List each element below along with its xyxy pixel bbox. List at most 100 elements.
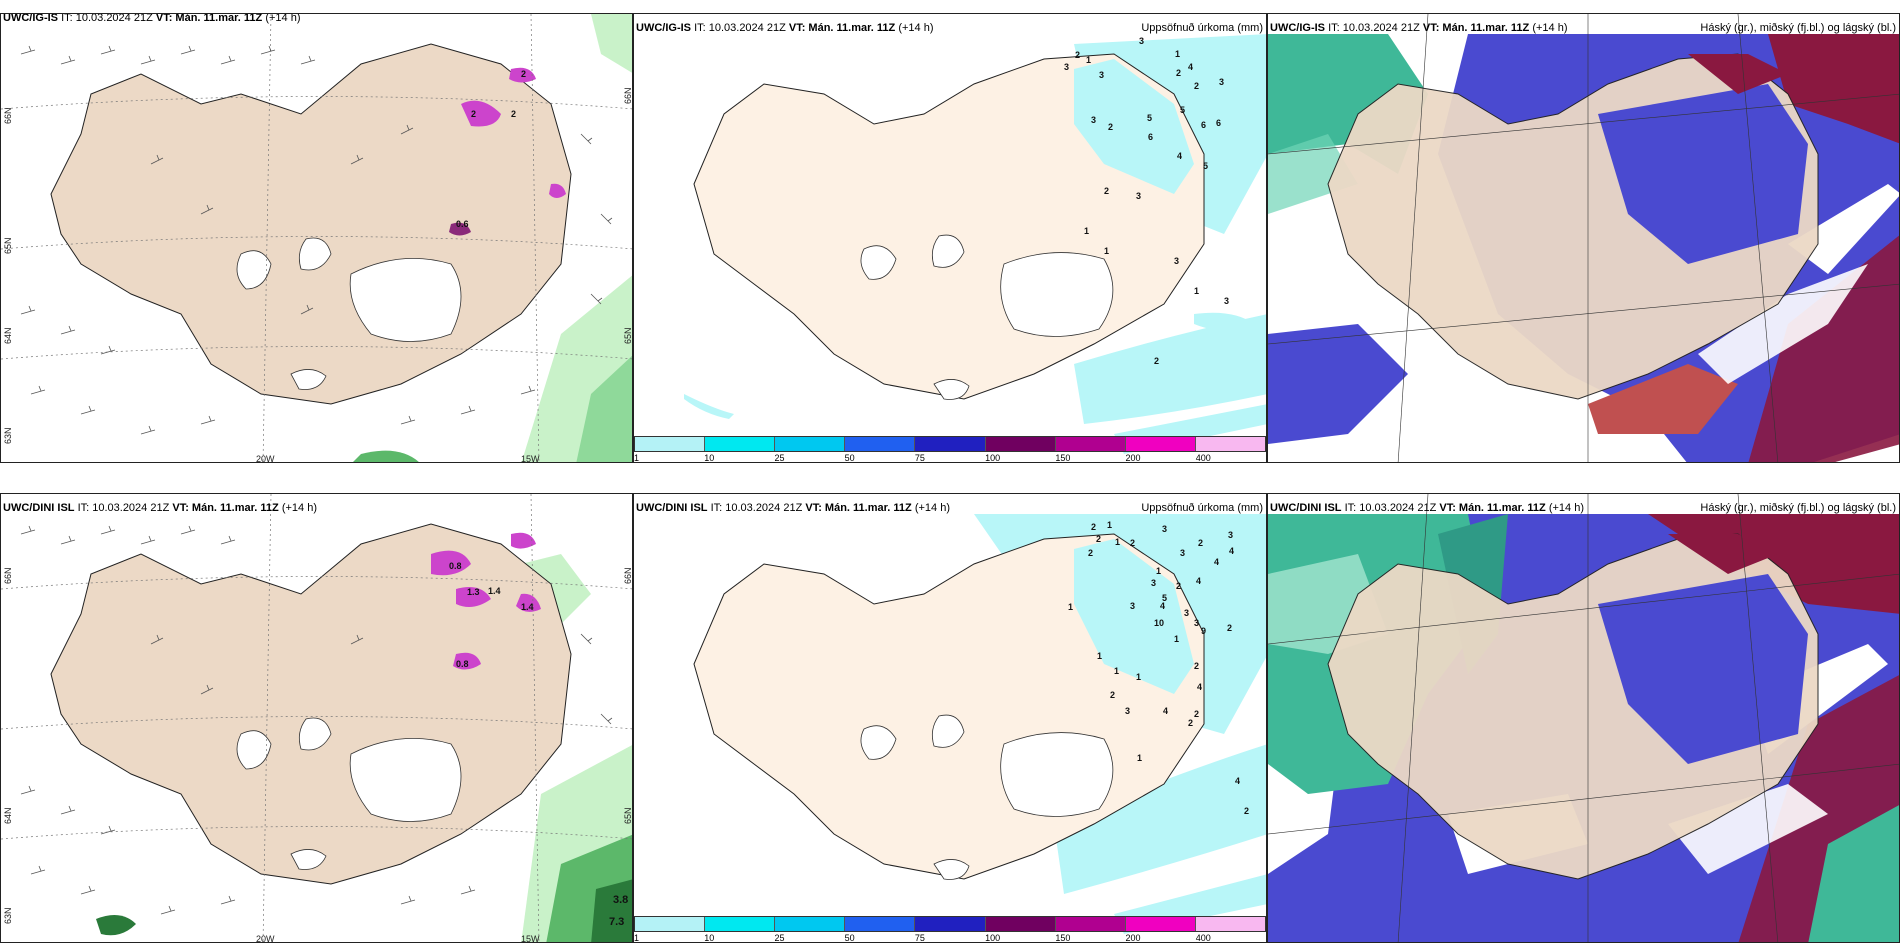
- lon-label-15w: 15W: [521, 934, 540, 943]
- precip-value: 3: [1064, 62, 1070, 72]
- title-it: IT: 10.03.2024 21Z: [1344, 502, 1437, 514]
- precip-value: 1: [1068, 602, 1074, 612]
- map-clouds-igis: [1268, 14, 1899, 462]
- colorbar-tick-label: 50: [844, 453, 855, 463]
- field-label: Uppsöfnuð úrkoma (mm): [1141, 502, 1263, 514]
- precip-value: 3: [1228, 530, 1234, 540]
- precip-value: 4: [1188, 62, 1194, 72]
- precip-value: 4: [1235, 776, 1241, 786]
- field-label: Uppsöfnuð úrkoma (mm): [1141, 22, 1263, 34]
- precip-value: 1: [1175, 49, 1181, 59]
- precip-value: 4: [1196, 576, 1202, 586]
- precip-value: 2: [1075, 50, 1081, 60]
- precip-value: 1: [1104, 246, 1110, 256]
- colorbar-swatch: [635, 437, 706, 451]
- colorbar-tick-label: 100: [985, 933, 1001, 943]
- value-label-large: 7.3: [609, 916, 625, 928]
- map-wind-igis: [1, 14, 632, 462]
- value-label: 1.3: [467, 587, 480, 597]
- value-label: 1.4: [488, 586, 501, 596]
- precip-value: 3: [1219, 77, 1225, 87]
- colorbar-tick-label: 25: [774, 933, 785, 943]
- panel-title: UWC/IG-IS IT: 10.03.2024 21Z VT: Mán. 11…: [3, 13, 301, 24]
- precip-value: 5: [1203, 161, 1209, 171]
- panel-title: UWC/IG-IS IT: 10.03.2024 21Z VT: Mán. 11…: [1270, 22, 1568, 34]
- precip-value: 1: [1086, 55, 1092, 65]
- precip-value: 3: [1099, 70, 1105, 80]
- colorbar-ticks: 1 10 25 50 75 100 150 200 400: [634, 933, 1266, 943]
- title-it: IT: 10.03.2024 21Z: [77, 502, 170, 514]
- precip-value: 3: [1130, 601, 1136, 611]
- lon-label-20w: 20W: [256, 934, 275, 943]
- precip-value: 3: [1180, 548, 1186, 558]
- map-clouds-dini: [1268, 494, 1899, 942]
- precip-value: 5: [1162, 593, 1168, 603]
- lat-label-63n: 63N: [3, 907, 13, 924]
- precip-value: 1: [1174, 634, 1180, 644]
- panel-clouds-igis: UWC/IG-IS IT: 10.03.2024 21Z VT: Mán. 11…: [1267, 13, 1900, 463]
- precip-value: 1: [1097, 651, 1103, 661]
- precip-value: 2: [1198, 538, 1204, 548]
- value-label: 2: [521, 69, 527, 79]
- lat-label-63n: 63N: [3, 427, 13, 444]
- precip-value: 9: [1201, 626, 1207, 636]
- title-model: UWC/IG-IS: [3, 13, 58, 24]
- title-model: UWC/IG-IS: [1270, 22, 1325, 34]
- map-wind-dini: [1, 494, 632, 942]
- colorbar-tick-label: 150: [1055, 453, 1071, 463]
- title-lead: (+14 h): [265, 13, 301, 24]
- colorbar-swatch: [775, 917, 846, 931]
- precip-value: 3: [1162, 524, 1168, 534]
- panel-wind-dini: UWC/DINI ISL IT: 10.03.2024 21Z VT: Mán.…: [0, 493, 633, 943]
- precip-value: 1: [1115, 537, 1121, 547]
- title-vt-label: VT:: [805, 502, 822, 514]
- colorbar-tick-label: 75: [914, 453, 925, 463]
- map-precip-igis: [634, 14, 1266, 462]
- value-label: 2: [511, 109, 517, 119]
- title-lead: (+14 h): [1532, 22, 1568, 34]
- title-vt-label: VT:: [788, 22, 806, 34]
- precip-value: 4: [1197, 682, 1203, 692]
- colorbar-swatch: [1055, 917, 1126, 931]
- panel-title: UWC/IG-IS IT: 10.03.2024 21Z VT: Mán. 11…: [636, 22, 934, 34]
- precip-value: 3: [1091, 115, 1097, 125]
- colorbar: [634, 436, 1266, 452]
- precip-value: 1: [1107, 520, 1113, 530]
- value-label-large: 3.8: [613, 894, 629, 906]
- colorbar-tick-label: 400: [1195, 933, 1211, 943]
- colorbar-tick-label: 100: [985, 453, 1001, 463]
- colorbar-tick-label: 200: [1125, 933, 1141, 943]
- title-it: IT: 10.03.2024 21Z: [61, 13, 153, 24]
- precip-value: 3: [1151, 578, 1157, 588]
- precip-value: 3: [1136, 191, 1142, 201]
- value-label: 0.8: [449, 561, 462, 571]
- precip-value: 3: [1139, 36, 1145, 46]
- precip-value: 2: [1130, 538, 1136, 548]
- value-label: 2: [471, 109, 477, 119]
- colorbar-swatch: [845, 437, 916, 451]
- colorbar-tick-label: 10: [704, 933, 715, 943]
- precip-value: 3: [1184, 608, 1190, 618]
- precip-value: 3: [1174, 256, 1180, 266]
- panel-title: UWC/DINI ISL IT: 10.03.2024 21Z VT: Mán.…: [3, 502, 317, 514]
- value-label: 0.8: [456, 659, 469, 669]
- colorbar-swatch: [705, 917, 776, 931]
- lat-label-66n-right: 66N: [623, 567, 633, 584]
- precip-value: 2: [1096, 534, 1102, 544]
- title-model: UWC/DINI ISL: [3, 502, 75, 514]
- colorbar-swatch: [1125, 917, 1196, 931]
- precip-value: 2: [1091, 522, 1097, 532]
- panel-title: UWC/DINI ISL IT: 10.03.2024 21Z VT: Mán.…: [636, 502, 950, 514]
- map-precip-dini: [634, 494, 1266, 942]
- colorbar-ticks: 1 10 25 50 75 100 150 200 400: [634, 453, 1266, 463]
- precip-value: 2: [1176, 68, 1182, 78]
- precip-value: 2: [1176, 581, 1182, 591]
- colorbar-swatch: [1125, 437, 1196, 451]
- precip-value: 1: [1156, 566, 1162, 576]
- colorbar-tick-label: 25: [774, 453, 785, 463]
- precip-value: 3: [1194, 618, 1200, 628]
- precip-value: 2: [1194, 709, 1200, 719]
- field-label: Háský (gr.), miðský (fj.bl.) og lágský (…: [1700, 502, 1896, 514]
- precip-value: 1: [1114, 666, 1120, 676]
- title-it: IT: 10.03.2024 21Z: [710, 502, 803, 514]
